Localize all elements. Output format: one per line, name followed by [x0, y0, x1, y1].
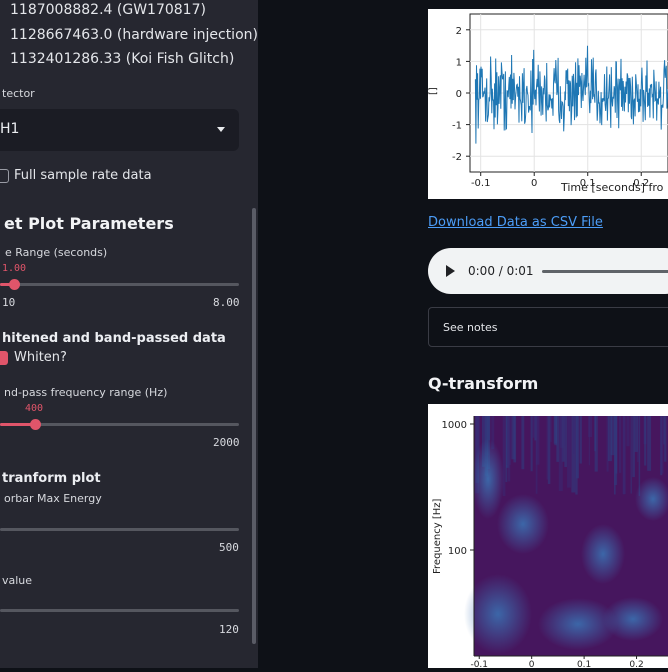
qvalue-track[interactable] — [0, 609, 239, 612]
detector-label: tector — [2, 87, 35, 100]
whiten-checkbox[interactable] — [0, 351, 8, 365]
q-streak — [567, 416, 571, 488]
q-yticks: 1000 100 — [442, 420, 474, 557]
q-streak — [635, 416, 638, 452]
see-notes-expander[interactable]: See notes — [428, 307, 668, 347]
audio-progress-bar[interactable] — [542, 270, 668, 273]
q-streak — [611, 416, 615, 455]
q-streak — [554, 416, 557, 444]
q-streak — [588, 416, 592, 437]
ts-ylabel: [] — [428, 87, 439, 95]
time-range-min: 10 — [2, 296, 15, 309]
time-range-thumb[interactable] — [9, 279, 20, 290]
full-sample-label: Full sample rate data — [14, 168, 152, 183]
bandpass-thumb[interactable] — [30, 419, 41, 430]
ts-ytick-label: 2 — [456, 26, 462, 37]
q-streak — [573, 416, 574, 454]
event-option-koi-fish-glitch[interactable]: 1132401286.33 (Koi Fish Glitch) — [10, 51, 234, 67]
ts-xlabel: Time [seconds] fro — [560, 181, 664, 194]
q-ytick-label: 1000 — [442, 420, 467, 431]
plot-parameters-heading: et Plot Parameters — [4, 214, 174, 233]
ts-ytick-label: -2 — [452, 152, 462, 163]
ts-xtick-label: -0.1 — [471, 178, 491, 189]
event-option-gw170817[interactable]: 1187008882.4 (GW170817) — [10, 2, 206, 18]
q-streak — [508, 416, 510, 481]
q-streak — [664, 416, 666, 462]
q-streak — [623, 416, 626, 494]
q-streak — [644, 416, 646, 466]
bandpass-value: 400 — [25, 403, 43, 414]
qtransform-heading: tranform plot — [2, 471, 101, 486]
q-xtick-label: 0 — [529, 660, 535, 668]
q-streak — [595, 416, 598, 472]
qvalue-max: 120 — [219, 623, 239, 636]
time-range-max: 8.00 — [213, 296, 240, 309]
q-streak — [575, 416, 577, 495]
q-streak — [632, 416, 635, 477]
ts-ytick-label: 0 — [456, 89, 462, 100]
detector-value: H1 — [0, 121, 19, 137]
colorbar-track[interactable] — [0, 528, 239, 531]
see-notes-label: See notes — [443, 321, 498, 334]
ts-ytick-label: -1 — [452, 121, 462, 132]
q-xtick-label: 0.2 — [629, 660, 643, 668]
q-energy-blob — [581, 524, 625, 584]
q-streak — [548, 416, 550, 484]
colorbar-label: orbar Max Energy — [4, 492, 102, 505]
q-streak — [647, 416, 651, 471]
q-xticks: -0.1 0 0.1 0.2 — [470, 656, 643, 668]
bandpass-max: 2000 — [213, 436, 240, 449]
q-energy-blob — [472, 439, 504, 519]
qtransform-title: Q-transform — [428, 374, 538, 393]
detector-select[interactable]: H1 — [0, 109, 239, 151]
time-range-value: 1.00 — [2, 263, 26, 274]
q-xtick-label: -0.1 — [470, 660, 488, 668]
q-streak — [488, 416, 490, 440]
whiten-label: Whiten? — [14, 350, 67, 365]
ts-ytick-label: 1 — [456, 57, 462, 68]
q-streak — [580, 416, 582, 464]
q-streak — [532, 416, 536, 438]
sidebar-scrollbar[interactable] — [252, 208, 256, 644]
chevron-down-icon — [217, 127, 225, 132]
q-xtick-label: 0.1 — [577, 660, 591, 668]
audio-player[interactable]: 0:00 / 0:01 — [428, 248, 668, 294]
time-range-track[interactable] — [0, 283, 239, 286]
qtransform-svg: 1000 100 -0.1 0 0.1 0.2 Frequency [Hz] — [428, 404, 668, 668]
q-streak — [660, 416, 663, 474]
q-streak — [631, 416, 632, 494]
whiten-heading: hitened and band-passed data — [2, 331, 226, 346]
colorbar-max: 500 — [219, 541, 239, 554]
q-streak — [626, 416, 629, 446]
q-energy-blob — [497, 494, 549, 554]
q-streak — [521, 416, 524, 469]
ts-xtick-label: 0 — [531, 178, 537, 189]
q-streak — [550, 416, 551, 442]
sidebar: 1187008882.4 (GW170817) 1128667463.0 (ha… — [0, 0, 258, 668]
full-sample-checkbox[interactable] — [0, 169, 9, 183]
time-range-label: e Range (seconds) — [5, 246, 107, 259]
q-energy-blob — [603, 597, 663, 641]
q-ytick-label: 100 — [448, 546, 467, 557]
event-option-hardware-injection[interactable]: 1128667463.0 (hardware injection) — [10, 27, 258, 43]
q-ylabel: Frequency [Hz] — [432, 498, 443, 574]
qvalue-label: value — [2, 574, 32, 587]
qtransform-plot: 1000 100 -0.1 0 0.1 0.2 Frequency [Hz] — [428, 404, 668, 668]
main-content: 2 1 0 -1 -2 -0.1 0 0.1 0.2 [] Time [seconds] fr… — [258, 0, 668, 668]
bandpass-label: nd-pass frequency range (Hz) — [4, 386, 167, 399]
q-streak — [513, 416, 516, 462]
audio-time: 0:00 / 0:01 — [468, 264, 534, 278]
q-streak — [616, 416, 618, 474]
download-csv-link[interactable]: Download Data as CSV File — [428, 215, 603, 230]
ts-yticks: 2 1 0 -1 -2 — [452, 26, 470, 163]
q-streak — [559, 416, 563, 491]
play-icon[interactable] — [446, 265, 455, 277]
q-streak — [619, 416, 621, 473]
